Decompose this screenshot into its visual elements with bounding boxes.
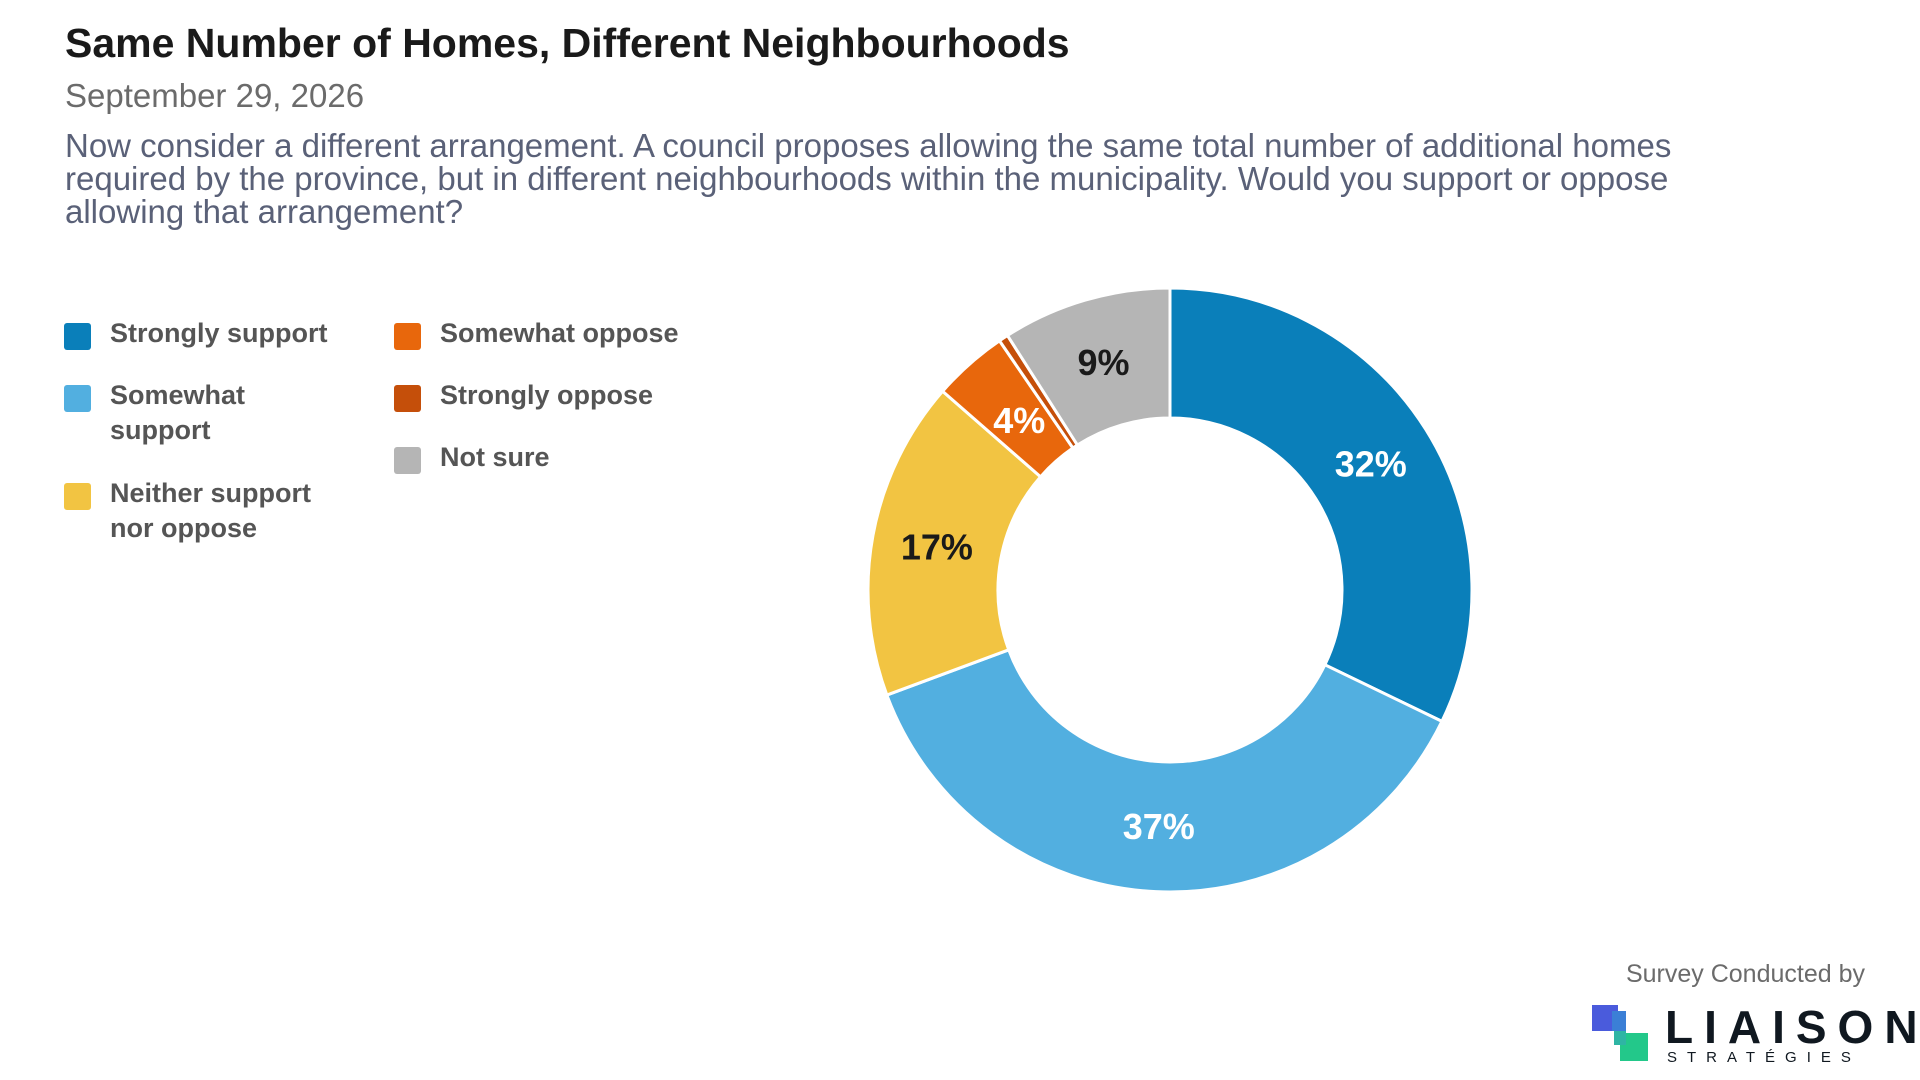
slice-label-somewhat-support: 37% (1123, 806, 1195, 847)
slice-label-not-sure: 9% (1078, 342, 1130, 383)
legend-label: Not sure (440, 442, 550, 472)
liaison-logo: LIAISON STRATÉGIES (1592, 1001, 1918, 1070)
legend-item-strongly-oppose: Strongly oppose (394, 378, 734, 413)
legend-swatch (394, 447, 421, 474)
logo-subtitle: STRATÉGIES (1667, 1049, 1861, 1066)
slice-label-strongly-support: 32% (1335, 444, 1407, 485)
donut-slice-somewhat-support (884, 647, 1444, 894)
logo-wordmark: LIAISON (1665, 1001, 1920, 1053)
legend-label: Neither support nor oppose (110, 478, 312, 543)
survey-question: Now consider a different arrangement. A … (65, 127, 1672, 230)
slice-label-somewhat-oppose: 4% (993, 400, 1045, 441)
legend-item-somewhat-oppose: Somewhat oppose (394, 316, 734, 351)
liaison-logo-mark-icon (1592, 1005, 1648, 1061)
legend-item-neither: Neither support nor oppose (64, 476, 334, 546)
slice-label-neither: 17% (901, 527, 973, 568)
donut-slice-not-sure (1005, 286, 1172, 448)
legend-item-strongly-support: Strongly support (64, 316, 354, 351)
legend-label: Somewhat support (110, 380, 246, 445)
chart-legend: Strongly support Somewhat support Neithe… (64, 316, 764, 576)
legend-swatch (394, 323, 421, 350)
donut-slice-neither (866, 389, 1043, 697)
chart-title: Same Number of Homes, Different Neighbou… (65, 20, 1070, 66)
legend-label: Strongly support (110, 318, 328, 348)
legend-swatch (394, 385, 421, 412)
survey-credit: Survey Conducted by (1625, 960, 1865, 988)
legend-label: Somewhat oppose (440, 318, 679, 348)
legend-label: Strongly oppose (440, 380, 654, 410)
donut-slice-strongly-support (1168, 286, 1474, 724)
legend-swatch (64, 385, 91, 412)
legend-swatch (64, 483, 91, 510)
legend-item-somewhat-support: Somewhat support (64, 378, 264, 448)
legend-swatch (64, 323, 91, 350)
donut-chart: 32% 37% 17% 4% 9% (866, 286, 1474, 894)
survey-date: September 29, 2026 (65, 77, 365, 114)
legend-item-not-sure: Not sure (394, 440, 734, 475)
